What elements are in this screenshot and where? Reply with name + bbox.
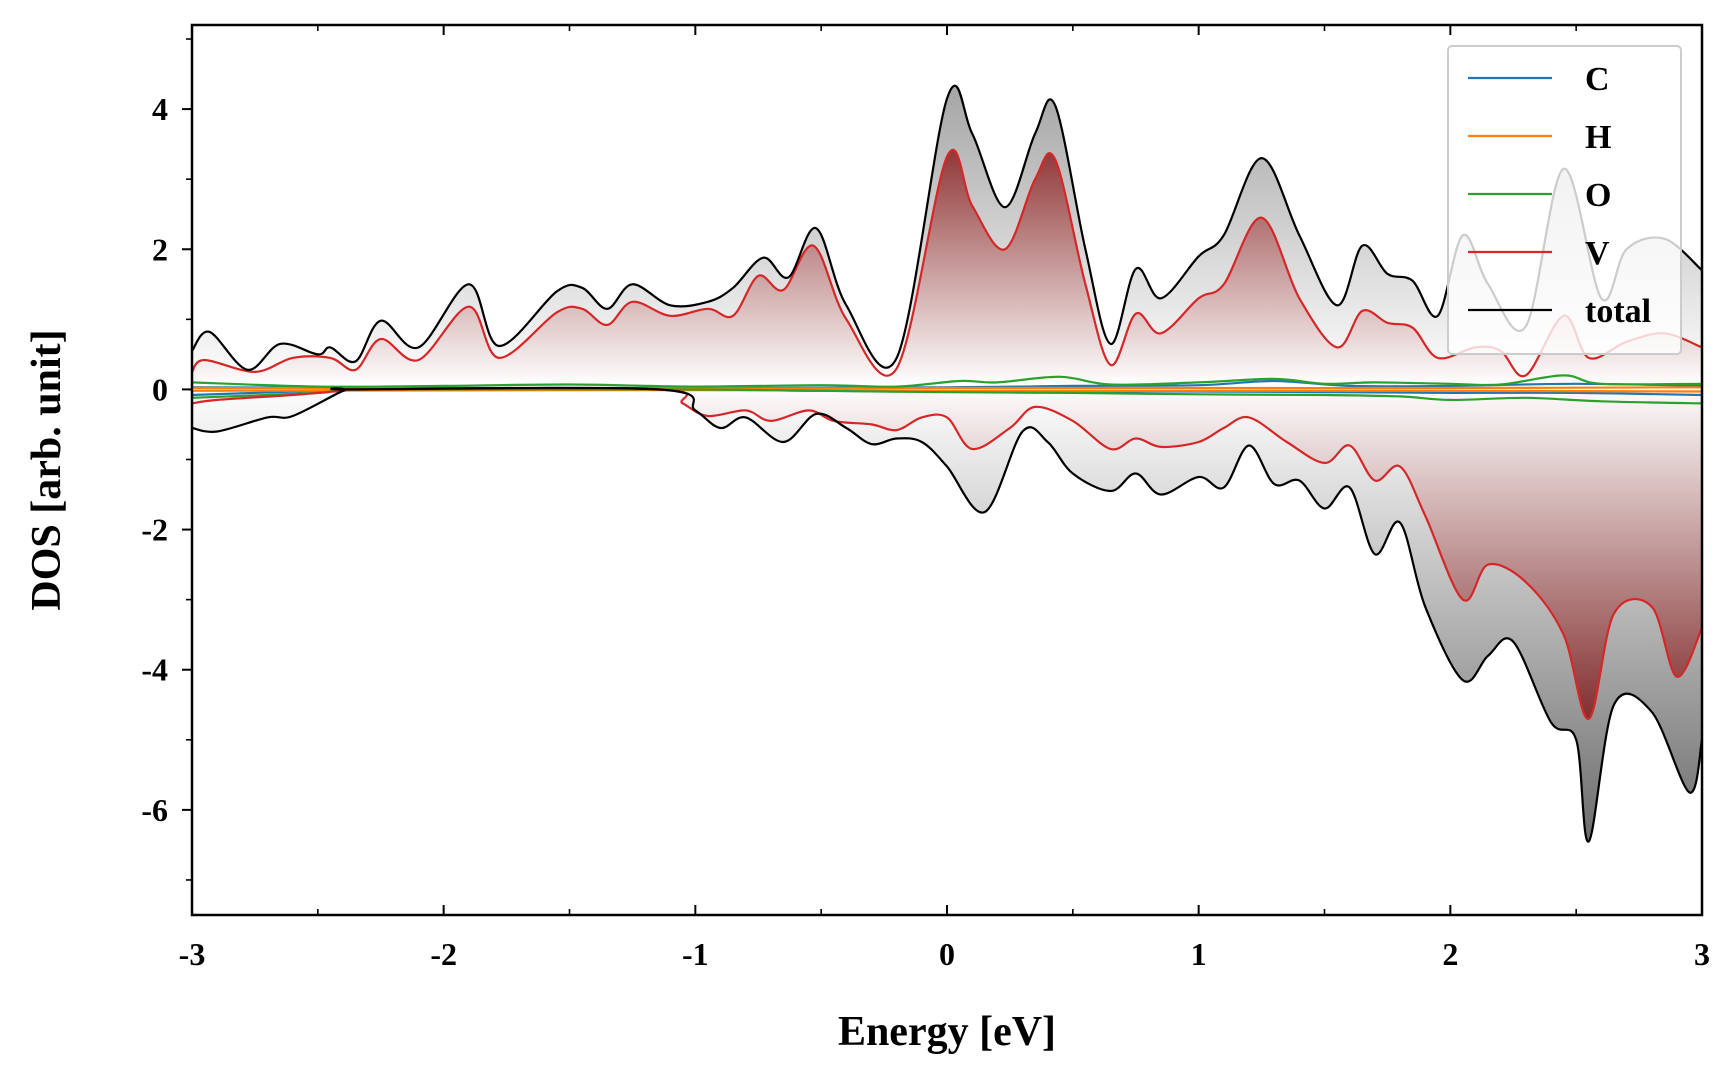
legend-label-o: O	[1585, 177, 1611, 214]
series-line-v-down	[192, 387, 1702, 720]
series-line-total-down	[192, 386, 1702, 843]
series-line-h-down	[192, 388, 1702, 393]
x-tick-label: 0	[939, 936, 955, 972]
total-down-fill	[192, 387, 1702, 842]
v-down-fill	[192, 388, 1702, 719]
legend-label-total: total	[1585, 293, 1651, 330]
x-tick-label: 2	[1442, 936, 1458, 972]
x-axis-title: Energy [eV]	[838, 1009, 1056, 1055]
x-tick-label: 3	[1694, 936, 1710, 972]
x-tick-label: -1	[682, 936, 709, 972]
y-axis-title: DOS [arb. unit]	[24, 329, 70, 610]
y-tick-label: 4	[152, 91, 168, 127]
y-tick-label: -4	[141, 652, 168, 688]
v-up-fill	[192, 149, 1702, 390]
legend-box	[1447, 45, 1682, 355]
legend-label-c: C	[1585, 61, 1610, 98]
y-tick-label: -2	[141, 512, 168, 548]
x-tick-label: 1	[1191, 936, 1207, 972]
legend-label-h: H	[1585, 119, 1611, 156]
legend-label-v: V	[1585, 235, 1610, 272]
series-line-o-up	[192, 374, 1702, 388]
y-tick-label: -6	[141, 792, 168, 828]
x-tick-label: -2	[430, 936, 457, 972]
series-line-v-up	[192, 148, 1702, 378]
y-tick-label: 2	[152, 231, 168, 267]
y-tick-label: 0	[152, 371, 168, 407]
x-tick-label: -3	[179, 936, 206, 972]
